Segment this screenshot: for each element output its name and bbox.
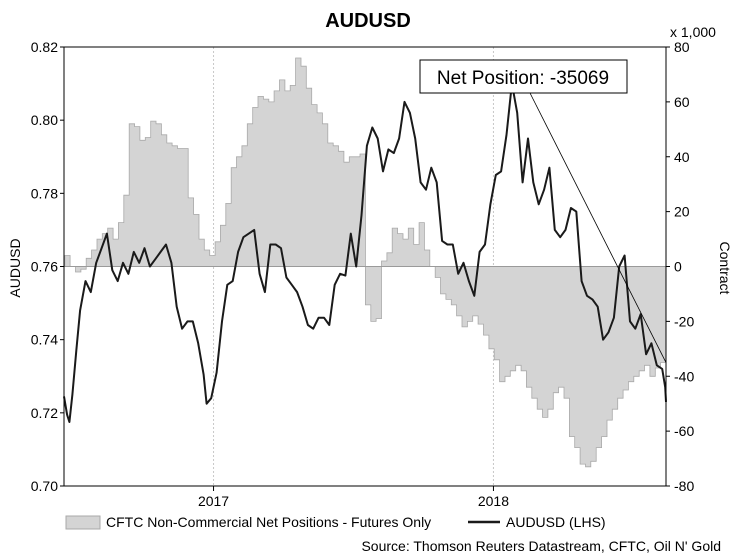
y-tick-label-0: 0.82 (31, 39, 58, 55)
y-tick-label-3: 0.76 (31, 259, 58, 275)
y2-tick-label-6: -40 (674, 368, 694, 384)
y-tick-label-6: 0.70 (31, 478, 58, 494)
y2-tick-label-3: 20 (674, 204, 690, 220)
legend-label-area: CFTC Non-Commercial Net Positions - Futu… (106, 514, 431, 530)
y-axis-label: AUDUSD (7, 238, 23, 297)
x-tick-label-1: 2018 (478, 493, 509, 509)
series-area-cftc-net-positions (64, 57, 667, 468)
y-tick-label-2: 0.78 (31, 185, 58, 201)
y2-axis-label: Contract (717, 242, 733, 295)
y2-tick-label-5: -20 (674, 313, 694, 329)
plot-area: 0.82 0.80 0.78 0.76 0.74 0.72 0.70 80 60 40 20 0 -20… (31, 39, 695, 509)
y2-tick-label-2: 40 (674, 149, 690, 165)
x-tick-label-0: 2017 (198, 493, 229, 509)
y2-tick-label-0: 80 (674, 39, 690, 55)
series-line-audusd (63, 82, 667, 423)
annotation-callout: Net Position: -35069 (419, 59, 667, 363)
source-note: Source: Thomson Reuters Datastream, CFTC… (361, 538, 721, 554)
annotation-box (419, 59, 628, 94)
legend-swatch-area (65, 515, 101, 530)
legend: CFTC Non-Commercial Net Positions - Futu… (65, 514, 606, 530)
legend-label-line: AUDUSD (LHS) (506, 514, 606, 530)
y-tick-label-5: 0.72 (31, 405, 58, 421)
y2-unit-label: x 1,000 (670, 24, 716, 40)
y2-tick-label-1: 60 (674, 94, 690, 110)
y-tick-label-1: 0.80 (31, 112, 58, 128)
y-tick-label-4: 0.74 (31, 332, 58, 348)
y2-tick-label-8: -80 (674, 478, 694, 494)
annotation-leader-line (529, 92, 667, 363)
chart-title: AUDUSD (325, 10, 411, 32)
y2-tick-label-4: 0 (674, 259, 682, 275)
annotation-text: Net Position: -35069 (437, 68, 609, 89)
y2-tick-label-7: -60 (674, 423, 694, 439)
